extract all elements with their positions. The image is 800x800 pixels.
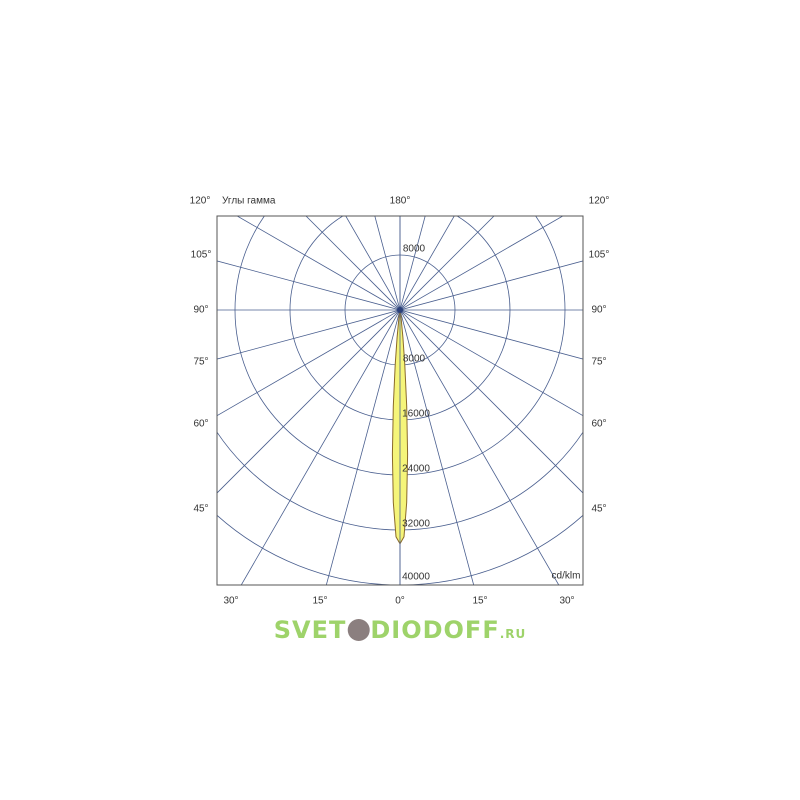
chart-frame [216, 215, 584, 586]
radial-tick-label: 8000 [402, 243, 426, 255]
angle-label-right: 105° [588, 249, 610, 261]
radial-tick-label: 24000 [402, 463, 430, 475]
angle-label-bottom: 15° [312, 595, 328, 607]
angle-label-bottom: 30° [223, 595, 239, 607]
radial-tick-label: 16000 [402, 408, 430, 420]
logo-dot-icon [347, 619, 370, 641]
angle-label-bottom: 0° [395, 595, 405, 607]
angle-label-left: 105° [190, 249, 212, 261]
radial-tick-label: 32000 [402, 518, 430, 530]
angle-label-left: 120° [189, 195, 211, 207]
angle-label-right: 120° [588, 195, 610, 207]
chart-title: Углы гамма [222, 195, 276, 207]
angle-label-right: 75° [591, 356, 607, 368]
angle-label-left: 90° [193, 304, 209, 316]
angle-label-left: 60° [193, 418, 209, 430]
radial-tick-label: 8000 [402, 353, 426, 365]
angle-label-right: 60° [591, 418, 607, 430]
angle-label-right: 45° [591, 503, 607, 515]
angle-label-left: 75° [193, 356, 209, 368]
angle-label-top: 180° [389, 195, 411, 207]
watermark-logo: SVET DIODOFF.RU [273, 616, 527, 644]
center-point [397, 307, 403, 313]
angle-label-bottom: 30° [559, 595, 575, 607]
unit-label: cd/klm [551, 570, 581, 582]
angle-label-left: 45° [193, 503, 209, 515]
radial-tick-label: 40000 [402, 571, 430, 583]
angle-label-bottom: 15° [472, 595, 488, 607]
angle-label-right: 90° [591, 304, 607, 316]
